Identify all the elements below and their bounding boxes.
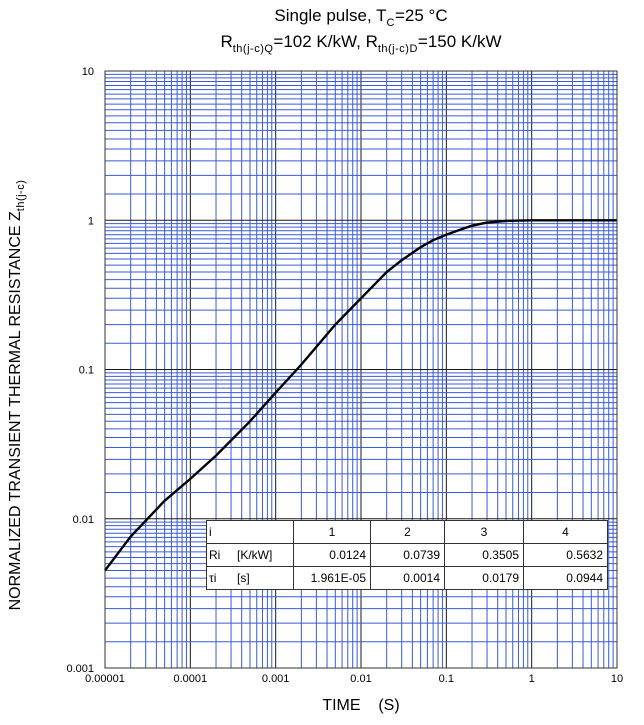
table-cell: 0.0179 (444, 566, 524, 590)
x-tick-label: 1 (529, 673, 535, 685)
table-header-row: i 1 2 3 4 (206, 520, 608, 544)
table-cell: 0.3505 (444, 543, 524, 567)
table-cell: 0.0124 (293, 543, 371, 567)
table-cell: 0.0014 (370, 566, 445, 590)
y-tick-label: 1 (88, 215, 94, 227)
y-axis-label-subscript: th(j-c) (15, 179, 27, 212)
title-subscript-c: C (386, 17, 395, 29)
x-tick-label: 10 (611, 673, 623, 685)
x-tick-label: 0.1 (439, 673, 454, 685)
chart-title-line2: Rth(j-c)Q=102 K/kW, Rth(j-c)D=150 K/kW (220, 32, 502, 55)
x-tick-label: 0.00001 (85, 673, 125, 685)
table-row-unit: [s] (233, 566, 294, 590)
title-subscript-q: th(j-c)Q (232, 43, 274, 55)
table-cell: 0.5632 (523, 543, 608, 567)
table-header-col: 1 (293, 520, 371, 544)
y-tick-label: 0.001 (66, 663, 94, 675)
thermal-parameters-table: i 1 2 3 4 Ri [K/kW] 0.0124 0.0739 0.3505… (206, 520, 608, 590)
table-header-label: i (206, 520, 233, 544)
x-axis-label: TIME (S) (322, 697, 400, 714)
table-header-col: 3 (444, 520, 524, 544)
y-axis-label: NORMALIZED TRANSIENT THERMAL RESISTANCE … (7, 179, 27, 611)
x-tick-label: 0.01 (350, 673, 371, 685)
table-row: Ri [K/kW] 0.0124 0.0739 0.3505 0.5632 (206, 543, 608, 567)
table-row-unit: [K/kW] (233, 543, 294, 567)
table-row: τi [s] 1.961E-05 0.0014 0.0179 0.0944 (206, 566, 608, 590)
table-cell: 1.961E-05 (293, 566, 371, 590)
chart-tick-labels: 0.00001 0.0001 0.001 0.01 0.1 1 10 10 1 0.1 0.01 0.… (66, 66, 623, 685)
series-line (104, 219, 617, 572)
chart-title-line1: Single pulse, TC=25 °C (274, 6, 448, 29)
title-subscript-d: th(j-c)D (377, 43, 418, 55)
table-cell: 0.0739 (370, 543, 445, 567)
table-header-blank (233, 520, 294, 544)
table-cell: 0.0944 (523, 566, 608, 590)
y-tick-label: 0.01 (73, 514, 94, 526)
x-tick-label: 0.0001 (174, 673, 208, 685)
x-tick-label: 0.001 (262, 673, 290, 685)
y-tick-label: 10 (82, 66, 94, 78)
plot-frame (104, 70, 618, 669)
y-tick-label: 0.1 (79, 365, 94, 377)
table-row-label: τi (206, 566, 233, 590)
table-header-col: 2 (370, 520, 445, 544)
table-header-col: 4 (523, 520, 608, 544)
table-row-label: Ri (206, 543, 233, 567)
